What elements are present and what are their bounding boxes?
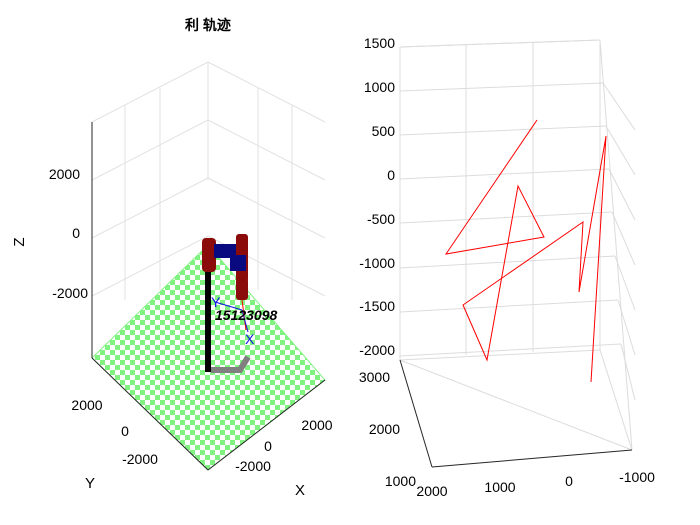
frame-axis-x-line bbox=[241, 309, 249, 333]
right-y-tick: 3000 bbox=[359, 369, 390, 385]
right-y-tick: 1000 bbox=[385, 473, 416, 489]
robot-model: Y X 15123098 bbox=[202, 234, 278, 373]
left-x-tick: 2000 bbox=[301, 417, 332, 433]
right-z-tick: -1500 bbox=[359, 298, 395, 314]
right-y-tick: 2000 bbox=[369, 421, 400, 437]
robot-name-label: 15123098 bbox=[215, 307, 278, 323]
right-x-tick: 1000 bbox=[484, 479, 515, 495]
right-z-tick: 500 bbox=[372, 123, 396, 139]
right-grid bbox=[399, 39, 636, 451]
right-axes: 1500 1000 500 0 -500 -1000 -1500 -2000 3… bbox=[359, 35, 655, 499]
right-z-tick: -500 bbox=[367, 211, 395, 227]
robot-joint bbox=[230, 255, 246, 271]
left-title: 利 轨迹 bbox=[185, 17, 231, 33]
left-x-tick: -2000 bbox=[235, 458, 271, 474]
right-x-tick: -1000 bbox=[619, 469, 655, 485]
trajectory-path bbox=[444, 119, 607, 383]
right-z-tick: 1000 bbox=[364, 79, 395, 95]
left-y-tick: 0 bbox=[121, 423, 129, 439]
right-z-tick: 1500 bbox=[364, 35, 395, 51]
robot-link-2 bbox=[214, 244, 242, 258]
left-y-label: Y bbox=[85, 475, 95, 492]
robot-trajectory-segment bbox=[241, 299, 247, 331]
left-y-tick: 2000 bbox=[71, 397, 102, 413]
right-z-tick: -1000 bbox=[359, 255, 395, 271]
robot-link-1 bbox=[202, 238, 216, 272]
left-x-tick: 0 bbox=[264, 438, 272, 454]
left-z-tick: 0 bbox=[72, 225, 80, 241]
left-z-tick: 2000 bbox=[49, 166, 80, 182]
left-grid bbox=[91, 61, 326, 300]
right-z-tick: 0 bbox=[387, 167, 395, 183]
left-axes: 利 轨迹 2000 0 -2000 Z bbox=[11, 17, 333, 499]
left-axis-lines bbox=[91, 122, 326, 471]
right-x-tick: 0 bbox=[565, 473, 573, 489]
robot-link-4 bbox=[236, 278, 248, 300]
frame-axis-y-label: Y bbox=[211, 294, 221, 310]
right-axis-lines bbox=[399, 359, 633, 468]
frame-axis-x-label: X bbox=[245, 331, 255, 347]
robot-base-post bbox=[205, 247, 211, 372]
left-y-tick: -2000 bbox=[122, 451, 158, 467]
left-z-label: Z bbox=[11, 237, 28, 246]
left-z-tick: -2000 bbox=[52, 285, 88, 301]
frame-axis-y-line bbox=[214, 301, 243, 311]
right-z-tick: -2000 bbox=[359, 342, 395, 358]
left-x-label: X bbox=[295, 482, 305, 499]
robot-base-shadow bbox=[211, 355, 251, 373]
right-x-tick: 2000 bbox=[416, 483, 447, 499]
